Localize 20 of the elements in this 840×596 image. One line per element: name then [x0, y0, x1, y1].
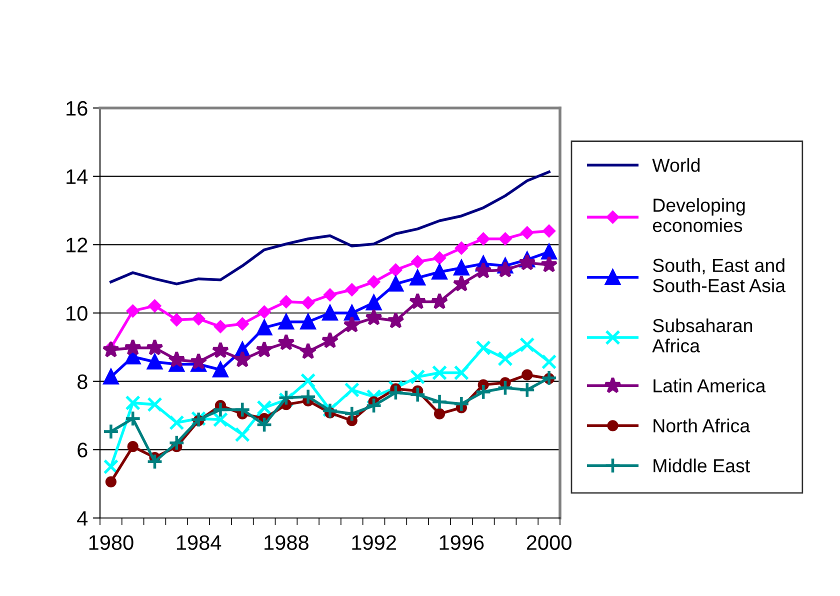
- y-tick-label: 10: [66, 306, 88, 321]
- legend-label: North Africa: [654, 418, 750, 432]
- y-tick-label: 6: [78, 442, 88, 458]
- x-tick-label: 1984: [176, 535, 222, 550]
- legend-label: Latin America: [654, 378, 766, 392]
- legend-label: Middle East: [654, 458, 750, 472]
- x-tick-label: 1996: [440, 535, 484, 550]
- legend-label: Subsaharan Africa: [652, 318, 752, 352]
- x-tick-label: 1988: [264, 535, 308, 550]
- y-tick-label: 8: [78, 374, 88, 390]
- x-tick-label: 1980: [89, 535, 134, 550]
- x-tick-label: 2000: [526, 535, 572, 550]
- legend-label: Developing economies: [652, 198, 745, 232]
- y-tick-label: 4: [77, 511, 88, 526]
- legend-label: World: [652, 158, 700, 172]
- y-tick-label: 14: [66, 170, 88, 184]
- y-tick-label: 16: [66, 101, 88, 116]
- y-tick-label: 12: [66, 238, 88, 252]
- x-tick-label: 1992: [352, 535, 396, 550]
- legend-label: South, East and South-East Asia: [652, 258, 786, 292]
